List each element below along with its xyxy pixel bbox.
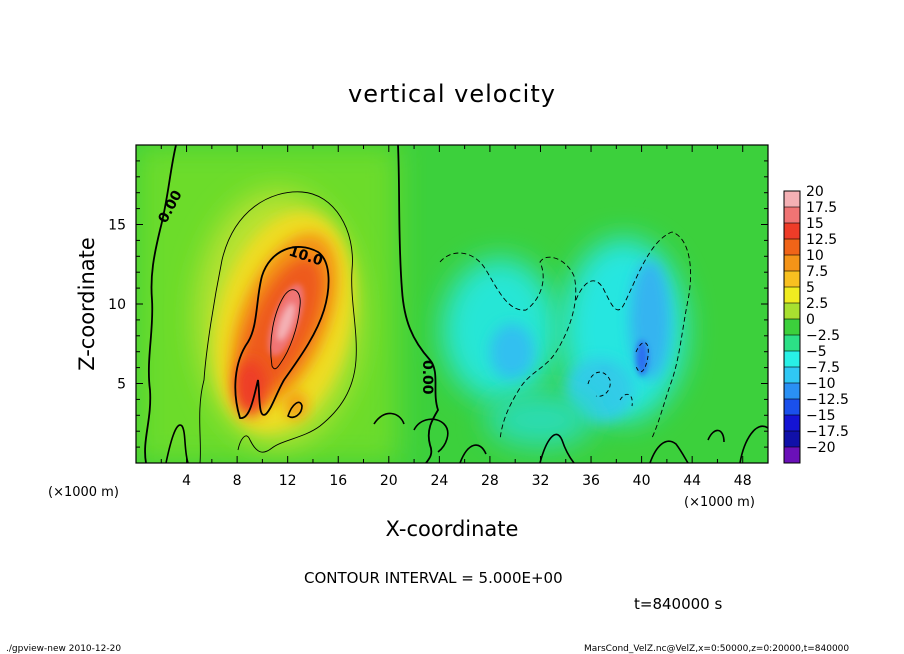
x-tick-label: 12 [279, 473, 297, 489]
x-tick-label: 36 [582, 473, 600, 489]
x-unit-left: (×1000 m) [48, 485, 119, 500]
x-tick-label: 48 [734, 473, 752, 489]
colorbar-label: 2.5 [806, 296, 828, 312]
y-tick-label: 10 [108, 297, 126, 313]
x-tick-label: 20 [380, 473, 398, 489]
colorbar-swatch [784, 415, 800, 432]
contour-10 [234, 246, 330, 419]
y-tick-label: 15 [108, 218, 126, 234]
colorbar-swatch [784, 255, 800, 272]
x-tick-label: 24 [430, 473, 448, 489]
contour-zero-bottom-2 [373, 412, 449, 453]
colorbar-label: 0 [806, 312, 815, 328]
colorbar-label: 12.5 [806, 232, 837, 248]
colorbar-label: −20 [806, 440, 836, 456]
chart-title: vertical velocity [348, 80, 556, 108]
x-tick-label: 40 [633, 473, 651, 489]
colorbar-label: −10 [806, 376, 836, 392]
x-unit-right: (×1000 m) [684, 495, 755, 510]
colorbar-label: 10 [806, 248, 824, 264]
downdraft-lower [486, 392, 594, 448]
colorbar: 2017.51512.5107.552.50−2.5−5−7.5−10−12.5… [783, 184, 849, 464]
colorbar-swatch [784, 431, 800, 448]
colorbar-label: −7.5 [806, 360, 840, 376]
contour-lines [144, 145, 768, 463]
colorbar-swatch [784, 383, 800, 400]
y-axis: 5 10 15 [108, 160, 768, 448]
x-tick-label: 16 [329, 473, 347, 489]
colorbar-label: 15 [806, 216, 824, 232]
downdraft-left-core [490, 324, 534, 380]
colorbar-swatch [784, 223, 800, 240]
heatmap-field [136, 145, 768, 463]
colorbar-label: 17.5 [806, 200, 837, 216]
colorbar-label: 5 [806, 280, 815, 296]
colorbar-swatch [784, 271, 800, 288]
colorbar-label: 20 [806, 184, 824, 200]
colorbar-swatch [784, 287, 800, 304]
y-tick-label: 5 [117, 377, 126, 393]
colorbar-swatch [784, 335, 800, 352]
colorbar-swatch [784, 399, 800, 416]
contour-label-zero-center: 0.00 [419, 360, 435, 395]
x-axis: 4 8 12 16 20 24 28 32 36 40 44 48 [160, 145, 752, 489]
footer-right: MarsCond_VelZ.nc@VelZ,x=0:50000,z=0:2000… [584, 644, 849, 654]
downdraft-deep-1 [636, 340, 648, 376]
contour-15 [270, 289, 301, 370]
contour-zero-left [144, 145, 177, 463]
colorbar-swatch [784, 207, 800, 224]
colorbar-label: −17.5 [806, 424, 849, 440]
footer-left: ./gpview-new 2010-12-20 [6, 644, 121, 654]
colorbar-swatch [784, 239, 800, 256]
colorbar-swatch [784, 447, 800, 464]
x-tick-label: 32 [532, 473, 550, 489]
x-axis-label: X-coordinate [386, 517, 519, 541]
contour-zero-center [397, 145, 439, 463]
time-label: t=840000 s [634, 595, 722, 613]
x-tick-label: 8 [233, 473, 242, 489]
contour-zero-bottom-1 [165, 424, 189, 463]
colorbar-swatch [784, 367, 800, 384]
colorbar-swatch [784, 319, 800, 336]
colorbar-swatch [784, 303, 800, 320]
updraft-core-peak [277, 303, 295, 341]
contour-neg5-right [575, 231, 692, 439]
contour-interval-text: CONTOUR INTERVAL = 5.000E+00 [304, 569, 563, 587]
x-tick-label: 44 [683, 473, 701, 489]
colorbar-label: 7.5 [806, 264, 828, 280]
contour-neg5-inner [587, 342, 649, 407]
updraft-lower-lobe [234, 360, 266, 416]
contour-zero-bottom-4 [649, 425, 768, 463]
x-tick-label: 28 [481, 473, 499, 489]
colorbar-swatch [784, 351, 800, 368]
colorbar-label: −12.5 [806, 392, 849, 408]
x-tick-label: 4 [182, 473, 191, 489]
contour-10-small [287, 401, 303, 419]
colorbar-label: −5 [806, 344, 827, 360]
colorbar-label: −15 [806, 408, 836, 424]
contour-zero-bottom-3 [459, 433, 575, 463]
colorbar-swatch [784, 191, 800, 208]
colorbar-label: −2.5 [806, 328, 840, 344]
contour-5-outer [199, 191, 357, 463]
y-axis-label: Z-coordinate [75, 237, 99, 371]
